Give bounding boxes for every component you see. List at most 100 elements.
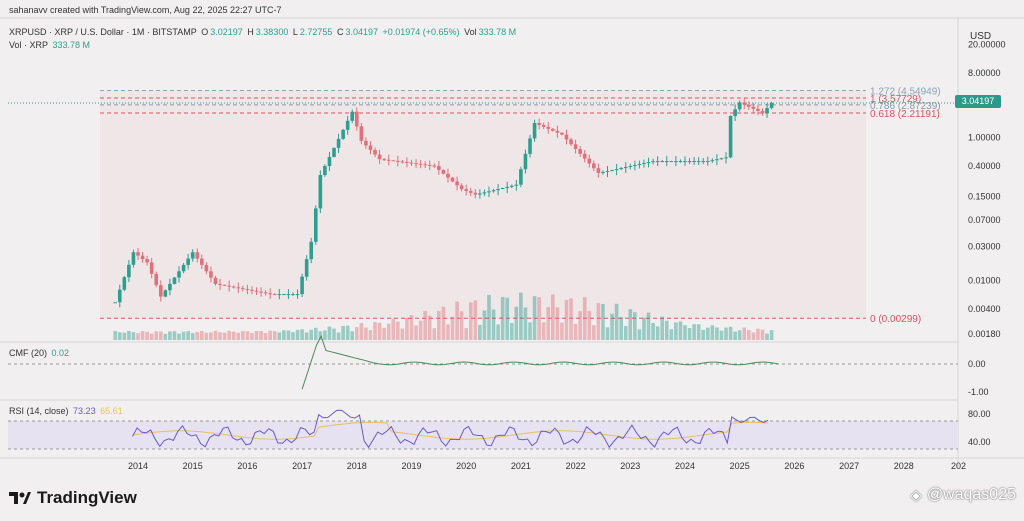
candle-body bbox=[459, 185, 464, 190]
volume-bar bbox=[400, 328, 405, 340]
volume-bar bbox=[241, 331, 245, 340]
candle-body bbox=[213, 277, 218, 284]
volume-bar bbox=[154, 331, 159, 340]
volume-bar bbox=[304, 332, 309, 340]
high-value: 3.38300 bbox=[255, 27, 289, 37]
candle-body bbox=[655, 161, 660, 163]
volume-bar bbox=[250, 332, 254, 340]
volume-bar bbox=[692, 324, 696, 340]
candle-body bbox=[186, 258, 190, 265]
candle-body bbox=[441, 169, 446, 174]
volume-bar bbox=[464, 328, 468, 340]
candle-body bbox=[437, 166, 441, 170]
volume-bar bbox=[696, 324, 701, 340]
volume-bar bbox=[127, 331, 131, 340]
rsi-tick: 80.00 bbox=[968, 409, 991, 419]
candle-body bbox=[719, 158, 724, 160]
volume-bar bbox=[259, 331, 263, 340]
candle-body bbox=[336, 138, 341, 148]
volume-bar bbox=[742, 327, 747, 340]
volume-bar bbox=[756, 328, 760, 340]
candle-body bbox=[272, 294, 277, 296]
rsi-line bbox=[132, 409, 769, 449]
candle-body bbox=[259, 291, 263, 293]
candle-body bbox=[610, 170, 614, 172]
volume-bar bbox=[459, 311, 464, 340]
volume-bar bbox=[765, 333, 769, 340]
candle-body bbox=[414, 163, 418, 165]
volume-bar bbox=[309, 329, 314, 340]
volume-bar bbox=[582, 297, 587, 340]
candle-body bbox=[733, 109, 737, 117]
volume-bar bbox=[487, 294, 491, 340]
created-line: sahanavv created with TradingView.com, A… bbox=[9, 5, 282, 15]
volume-bar bbox=[323, 330, 327, 340]
candle-body bbox=[181, 264, 186, 272]
volume-bar bbox=[541, 322, 546, 340]
volume-bar bbox=[122, 332, 127, 340]
volume-bar bbox=[272, 331, 277, 340]
candle-body bbox=[263, 292, 268, 294]
candle-body bbox=[765, 108, 769, 114]
candle-body bbox=[674, 161, 678, 163]
candle-body bbox=[601, 172, 605, 174]
candle-body bbox=[282, 294, 286, 296]
brand-name: TradingView bbox=[37, 488, 137, 507]
candle-body bbox=[619, 168, 623, 170]
volume-bar bbox=[341, 326, 345, 340]
volume-bar bbox=[628, 309, 633, 340]
volume-bar bbox=[724, 327, 728, 340]
volume-bar bbox=[291, 332, 295, 340]
fib-level-label: 0.786 (2.87239) bbox=[870, 101, 941, 112]
candle-body bbox=[117, 289, 122, 303]
candle-body bbox=[500, 187, 505, 190]
candle-body bbox=[664, 161, 669, 163]
tradingview-logo[interactable]: TradingView bbox=[9, 488, 137, 508]
volume-bar bbox=[701, 329, 706, 340]
volume-bar bbox=[377, 322, 382, 340]
volume-bar bbox=[227, 330, 231, 340]
candle-body bbox=[642, 163, 646, 165]
y-tick-label: 0.15000 bbox=[968, 192, 1001, 202]
close-value: 3.04197 bbox=[345, 27, 378, 37]
volume-bar bbox=[355, 327, 359, 340]
volume-bar bbox=[455, 301, 459, 340]
candle-body bbox=[195, 252, 200, 259]
candle-body bbox=[505, 186, 510, 188]
candle-body bbox=[318, 175, 323, 209]
x-tick-label: 2021 bbox=[511, 461, 531, 471]
candle-body bbox=[532, 123, 537, 139]
volume-bar bbox=[418, 320, 423, 340]
candle-body bbox=[309, 241, 314, 260]
candle-body bbox=[587, 158, 592, 164]
volume-bar bbox=[263, 333, 268, 340]
candle-body bbox=[692, 161, 696, 163]
fib-level-label: 0 (0.00299) bbox=[870, 314, 921, 325]
candle-body bbox=[200, 258, 204, 265]
candle-body bbox=[268, 293, 272, 295]
volume-bar bbox=[432, 328, 437, 340]
candle-body bbox=[368, 145, 373, 151]
candle-body bbox=[218, 283, 222, 285]
volume-bar bbox=[200, 330, 204, 340]
x-tick-label: 2026 bbox=[784, 461, 804, 471]
volume-bar bbox=[350, 331, 355, 340]
volume-bar bbox=[473, 300, 478, 340]
candle-body bbox=[605, 171, 610, 173]
volume-bar bbox=[555, 307, 560, 340]
cmf-line bbox=[301, 334, 779, 390]
candle-body bbox=[633, 165, 637, 167]
candle-body bbox=[455, 181, 459, 186]
volume-bar bbox=[646, 312, 651, 340]
volume-bar bbox=[117, 332, 122, 340]
volume-bar bbox=[468, 302, 473, 340]
volume-bar bbox=[158, 331, 163, 340]
candle-body bbox=[245, 289, 250, 291]
volume-bar bbox=[528, 322, 532, 340]
candle-body bbox=[409, 162, 414, 164]
volume-bar bbox=[683, 325, 687, 340]
volume-bar bbox=[441, 306, 446, 340]
volume-bar bbox=[327, 326, 332, 340]
volume-bar bbox=[573, 323, 578, 340]
volume-bar bbox=[204, 332, 209, 340]
